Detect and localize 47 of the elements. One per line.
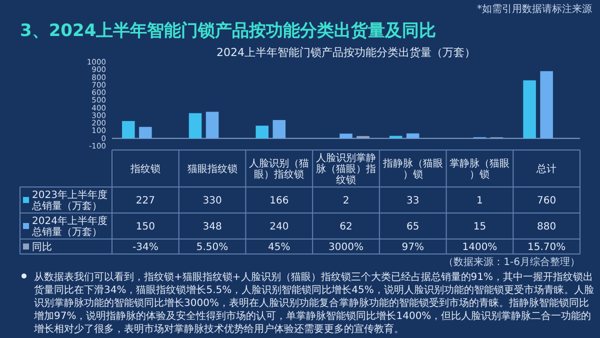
x-tick-label: 人脸识别（猫眼）指纹锁 xyxy=(249,158,310,180)
chart-subtitle: 3、2024上半年智能门锁产品按功能分类出货量及同比 xyxy=(20,21,436,41)
data-label: 5.50% xyxy=(196,242,228,253)
chart-title: 2024上半年智能门锁产品按功能分类出货量（万套） xyxy=(216,46,476,59)
data-label: -34% xyxy=(132,242,158,253)
data-label: 15 xyxy=(473,222,486,232)
data-label: 760 xyxy=(537,196,556,206)
legend-label: 同比 xyxy=(32,241,52,253)
data-label: 33 xyxy=(406,196,420,206)
bar xyxy=(523,80,536,138)
bar xyxy=(206,112,219,138)
data-label: 150 xyxy=(136,222,155,232)
data-label: 45% xyxy=(268,242,290,253)
bar xyxy=(406,133,420,138)
data-label: 227 xyxy=(136,196,155,206)
x-tick-label: 人脸识别掌静脉（猫眼）指纹锁 xyxy=(316,152,376,186)
bar xyxy=(139,126,152,138)
data-label: 15.70% xyxy=(528,242,566,253)
data-label: 97% xyxy=(402,242,424,253)
data-label: 880 xyxy=(537,222,556,232)
legend-label: 2024年上半年度总销量（万套） xyxy=(31,215,108,238)
data-label: 166 xyxy=(270,196,289,206)
data-label: 62 xyxy=(340,222,352,232)
bar xyxy=(188,113,202,138)
data-label: 65 xyxy=(406,222,420,232)
data-label: 2 xyxy=(342,196,350,206)
bar xyxy=(272,120,286,138)
text: *如需引用数据请标注来源 xyxy=(477,3,592,15)
data-label: 330 xyxy=(202,196,222,206)
bar xyxy=(340,134,352,138)
data-label: 240 xyxy=(270,222,289,232)
data-label: 1400% xyxy=(462,242,498,253)
x-tick-label: 猫眼指纹锁 xyxy=(187,163,238,175)
x-tick-label: 指静脉（猫眼）锁 xyxy=(382,158,443,180)
text: 从数据表我们可以看到，指纹锁+猫眼指纹锁+人脸识别（猫眼）指纹锁三个大类已经占据总销量的91%，其中一握开指纹锁出货量同比在下滑34%，猫眼指纹锁增长5.5%，人脸识别智能锁同比增长45%，说明人脸识别功能的智能锁更受市场青睐。人脸识别掌静脉功能的智能锁同比增长3000%，表明在人脸识别功能复合掌静脉功能的智能锁受到市场的青睐。指静脉智能锁同比增加97%，说明指静脉的体验及安全性得到市场的认可，单掌静脉智能锁同比增长1400%，但比人脸识别掌静脉二合一功能的增长相对少了很多，表明市场对掌静脉技术优势给用户体验还需要更多的宣传教育。 xyxy=(33,271,594,335)
bar xyxy=(389,136,402,138)
legend-label: 2023年上半年度总销量（万套） xyxy=(31,189,108,212)
x-tick-label: 指纹锁 xyxy=(129,163,160,175)
bar xyxy=(122,121,135,138)
data-label: 3000% xyxy=(328,242,364,253)
bar xyxy=(256,126,269,138)
x-tick-label: 掌静脉（猫眼）锁 xyxy=(450,158,510,180)
text: （数据来源：1-6月综合整理） xyxy=(444,256,580,268)
data-label: 348 xyxy=(202,222,222,232)
bar xyxy=(540,71,553,138)
x-tick-label: 总计 xyxy=(536,163,557,175)
data-label: 1 xyxy=(476,196,483,206)
